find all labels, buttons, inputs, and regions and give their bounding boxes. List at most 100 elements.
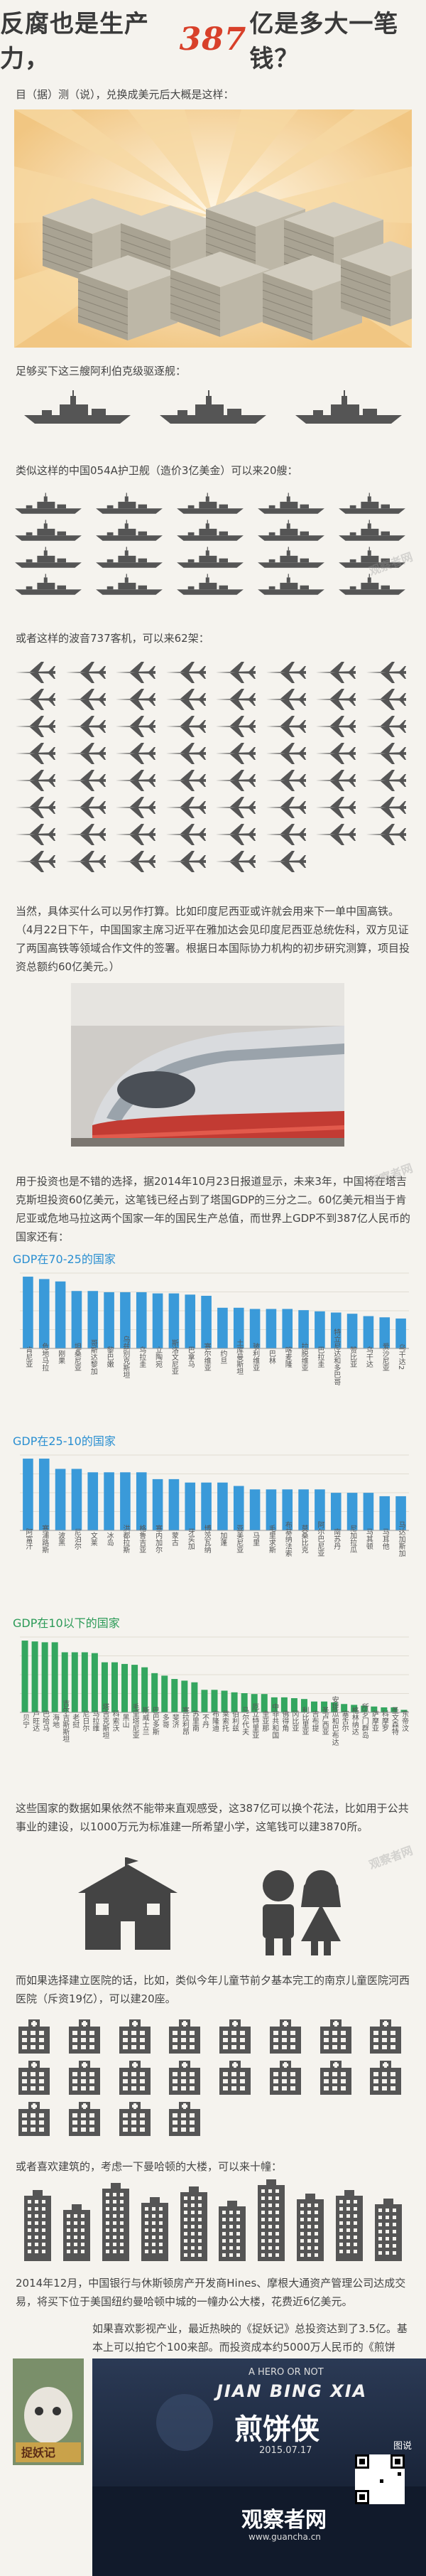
tick-label: 斯威士兰 <box>141 1706 149 1735</box>
hospital-grid <box>0 2018 426 2136</box>
chart-bar <box>104 1292 114 1348</box>
hospital-icon <box>169 2102 201 2136</box>
planes-text: 或者这样的波音737客机，可以来62架： <box>16 632 209 645</box>
chart-bar <box>168 1293 180 1348</box>
tick-label: 巴拉圭 <box>316 1346 324 1368</box>
chart-bar <box>136 1292 147 1348</box>
chart-bar <box>315 1489 325 1530</box>
chart-bar <box>251 1694 258 1712</box>
destroyer-icon <box>24 390 131 424</box>
chart-bar <box>341 1704 348 1712</box>
frigate-icon <box>96 520 163 541</box>
chart-bar <box>71 1652 78 1712</box>
chart-bar <box>55 1469 66 1530</box>
frigate-grid <box>0 488 426 601</box>
tick-label: 毛里求斯 <box>267 1525 275 1554</box>
money-stacks-image <box>14 109 412 348</box>
chart-bar <box>351 1705 358 1712</box>
plane-icon <box>216 662 256 683</box>
plane-icon <box>316 689 356 710</box>
chart-bar <box>71 1291 82 1348</box>
ships-text: 足够买下这三艘阿利伯克级驱逐舰： <box>16 365 187 377</box>
plane-icon <box>366 797 406 818</box>
banner-line1: A HERO OR NOT <box>248 2367 324 2378</box>
tick-label: 马其顿 <box>364 1528 373 1550</box>
plane-icon <box>65 662 106 683</box>
chart-bar <box>101 1662 108 1712</box>
tick-label: 莫桑比克 <box>300 1525 308 1554</box>
plane-icon <box>16 662 55 683</box>
chart-bar <box>400 1710 408 1712</box>
chart-bar <box>61 1652 68 1712</box>
plane-icon <box>116 662 155 683</box>
chart-bar <box>71 1469 82 1530</box>
chart-bar <box>371 1706 378 1712</box>
chart-bar <box>261 1694 268 1712</box>
plane-icon <box>165 743 206 764</box>
plane-icon <box>116 743 155 764</box>
chart-bar <box>120 1472 131 1530</box>
hospital-icon <box>119 2102 151 2136</box>
tick-label: 布隆迪 <box>211 1710 219 1732</box>
tick-label: 中非共和国 <box>271 1702 279 1739</box>
chart-bar <box>201 1690 208 1712</box>
plane-icon <box>366 824 406 845</box>
hospital-icon <box>18 2019 50 2054</box>
plane-icon <box>165 662 206 683</box>
plane-icon <box>65 689 106 710</box>
chart-bar <box>390 1707 398 1712</box>
plane-icon <box>65 797 106 818</box>
tick-label: 黎巴嫩 <box>105 1346 114 1368</box>
chart-bar <box>217 1482 228 1530</box>
plane-icon <box>16 689 55 710</box>
frigate-icon <box>177 547 244 568</box>
plane-icon <box>16 824 55 845</box>
tick-label: 苏里南 <box>190 1710 199 1732</box>
plane-icon <box>65 716 106 737</box>
tick-label: 巴拿马 <box>186 1346 195 1368</box>
banner-date: 2015.07.17 <box>259 2445 312 2456</box>
skyscraper-icon <box>24 2190 51 2261</box>
chart-bar <box>211 1690 218 1712</box>
chart-bar <box>87 1291 99 1348</box>
tick-label: 东帝汶 <box>400 1710 408 1732</box>
tick-label: 赞比亚 <box>349 1346 357 1368</box>
chart-bar <box>185 1294 196 1348</box>
tick-label: 格鲁吉亚 <box>138 1524 146 1553</box>
tick-label: 科索沃 <box>111 1710 119 1732</box>
chart-bar <box>379 1317 390 1348</box>
chart-bar <box>151 1673 158 1712</box>
frigate-icon <box>96 574 163 595</box>
plane-icon <box>165 770 206 791</box>
tick-label: 冰岛 <box>105 1531 114 1547</box>
skyscraper-icon <box>141 2197 168 2261</box>
tick-label: 刚果 <box>57 1350 65 1365</box>
plane-icon <box>266 797 306 818</box>
chart-bar <box>381 1707 388 1712</box>
banner-url: www.guancha.cn <box>248 2532 321 2542</box>
tick-label: 贝宁 <box>21 1714 30 1728</box>
plane-icon <box>266 743 306 764</box>
frigate-icon <box>177 574 244 595</box>
chart-bar <box>311 1701 318 1712</box>
chart-bar <box>161 1675 168 1712</box>
building-row <box>0 2176 426 2261</box>
frigate-icon <box>96 493 163 514</box>
plane-icon <box>266 770 306 791</box>
tick-label: 亚美尼亚 <box>235 1525 244 1553</box>
high-speed-train-image <box>71 983 344 1147</box>
intro-text: 目（据）测（说），兑换成美元后大概是这样： <box>16 88 234 101</box>
tick-label: 爱沙尼亚 <box>381 1342 389 1371</box>
hospital-icon <box>68 2019 100 2054</box>
manhattan-text: 2014年12月，中国银行与休斯顿房产开发商Hines、摩根大通资产管理公司达成… <box>16 2277 406 2308</box>
plane-icon <box>266 851 306 872</box>
plane-icon <box>266 689 306 710</box>
tick-label: 卢旺达 <box>31 1710 40 1732</box>
chart-bar <box>330 1493 342 1530</box>
hospital-icon <box>219 2061 251 2095</box>
frigate-icon <box>177 520 244 541</box>
tick-label: 巴巴多斯 <box>151 1707 159 1736</box>
plane-icon <box>216 770 256 791</box>
plane-icon <box>116 797 155 818</box>
gdp-chart-2: GDP在25-10的国家 阿富汗 塞浦路斯 波黑 尼泊尔 文莱 冰岛 洪都拉斯 格鲁吉亚 塞内加… <box>0 1432 426 1604</box>
